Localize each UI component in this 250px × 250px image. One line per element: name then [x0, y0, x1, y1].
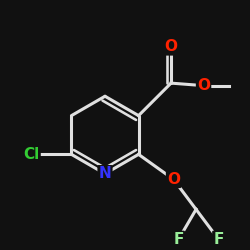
Text: Cl: Cl	[23, 147, 40, 162]
Text: O: O	[197, 78, 210, 93]
Text: F: F	[213, 232, 224, 247]
Text: O: O	[167, 172, 180, 187]
Text: O: O	[164, 39, 177, 54]
Text: N: N	[98, 166, 112, 181]
Text: F: F	[173, 232, 184, 247]
